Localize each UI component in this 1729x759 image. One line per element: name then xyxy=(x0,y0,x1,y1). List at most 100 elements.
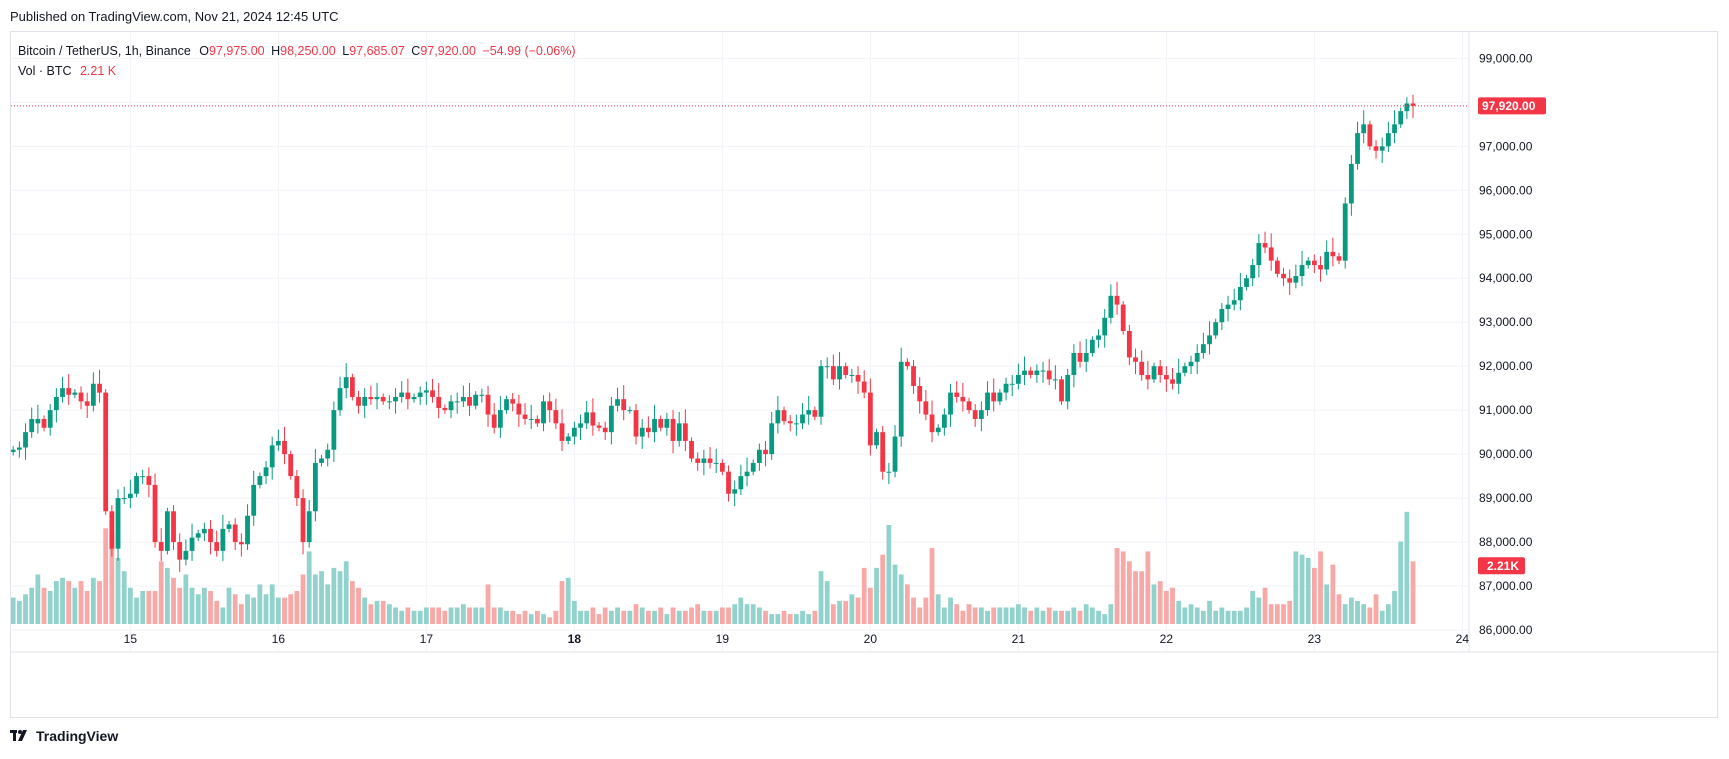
y-tick-label: 94,000.00 xyxy=(1479,271,1533,285)
x-tick-label: 20 xyxy=(864,632,878,646)
candle-body xyxy=(497,410,503,428)
candle-body xyxy=(1009,383,1015,385)
volume-bar xyxy=(954,604,960,624)
candle-body xyxy=(547,401,553,411)
y-tick-label: 87,000.00 xyxy=(1479,579,1533,593)
volume-bar xyxy=(775,614,781,624)
candle-body xyxy=(1028,370,1034,375)
volume-bar xyxy=(312,574,318,624)
volume-bar xyxy=(602,607,608,624)
volume-bar xyxy=(368,604,374,624)
candle-body xyxy=(1200,344,1206,353)
volume-bar xyxy=(1009,607,1015,624)
volume-bar xyxy=(1157,581,1163,624)
y-tick-label: 99,000.00 xyxy=(1479,51,1533,65)
x-tick-label: 24 xyxy=(1456,632,1470,646)
footer-brand[interactable]: TradingView xyxy=(10,728,118,744)
y-tick-label: 96,000.00 xyxy=(1479,183,1533,197)
candle-body xyxy=(775,410,781,424)
chart-frame[interactable]: 86,000.00 87,000.00 88,000.00 89,000.00 90,0… xyxy=(10,31,1719,719)
volume-bar xyxy=(72,587,78,624)
volume-bar xyxy=(960,610,966,624)
candle-body xyxy=(1040,370,1046,372)
volume-bar xyxy=(1065,610,1071,624)
y-tick-label: 90,000.00 xyxy=(1479,447,1533,461)
candle-body xyxy=(1071,352,1077,375)
candle-body xyxy=(750,462,756,472)
volume-bar xyxy=(460,604,466,624)
candle-body xyxy=(806,410,812,415)
candle-body xyxy=(257,476,263,485)
volume-bar xyxy=(645,610,651,624)
symbol-title[interactable]: Bitcoin / TetherUS, 1h, Binance xyxy=(18,44,191,58)
candle-body xyxy=(90,383,96,406)
volume-bar xyxy=(732,604,738,624)
candle-body xyxy=(35,418,41,424)
candle-body xyxy=(1392,124,1397,134)
volume-bar xyxy=(41,587,47,624)
volume-bar xyxy=(405,607,411,624)
candle-body xyxy=(238,542,244,545)
candle-body xyxy=(436,396,442,408)
candle-body xyxy=(1244,278,1249,288)
volume-bar xyxy=(578,610,583,624)
candle-body xyxy=(349,377,355,397)
candle-body xyxy=(1052,379,1058,381)
volume-bar xyxy=(1287,600,1293,624)
volume-bar xyxy=(1207,600,1212,624)
volume-label[interactable]: Vol · BTC xyxy=(18,64,72,78)
open-label: O xyxy=(199,44,210,58)
candle-body xyxy=(1022,370,1027,375)
candle-body xyxy=(960,396,966,402)
candle-body xyxy=(578,423,583,428)
volume-bar xyxy=(695,604,701,624)
candle-body xyxy=(164,511,170,551)
chart-legend: Bitcoin / TetherUS, 1h, Binance O97,975.… xyxy=(18,41,576,81)
candle-body xyxy=(1305,260,1311,266)
last-volume-label-text: 2.21K xyxy=(1487,559,1519,573)
volume-bar xyxy=(596,614,602,624)
candle-body xyxy=(1096,335,1101,340)
volume-bar xyxy=(522,610,528,624)
candle-body xyxy=(1157,366,1163,375)
volume-bar xyxy=(707,610,713,624)
volume-bar xyxy=(627,610,633,624)
volume-bar xyxy=(282,597,287,624)
volume-bar xyxy=(1324,584,1330,624)
candle-body xyxy=(818,366,824,417)
volume-bar xyxy=(855,597,861,624)
candle-body xyxy=(11,449,16,452)
candle-body xyxy=(701,458,707,463)
volume-bar xyxy=(713,610,719,624)
volume-bar xyxy=(1293,551,1299,624)
volume-bar xyxy=(201,587,207,624)
volume-bar xyxy=(676,610,682,624)
volume-bar xyxy=(1126,561,1132,624)
chart-plot[interactable]: 86,000.00 87,000.00 88,000.00 89,000.00 90,0… xyxy=(11,32,1719,719)
candle-body xyxy=(565,436,571,441)
candle-body xyxy=(183,550,189,560)
candle-body xyxy=(985,392,990,411)
volume-bar xyxy=(1404,511,1410,624)
volume-bar xyxy=(1318,551,1323,624)
candle-body xyxy=(362,396,368,406)
candle-body xyxy=(726,471,731,494)
candle-body xyxy=(460,396,466,402)
volume-bar xyxy=(343,561,349,624)
volume-bar xyxy=(763,610,768,624)
volume-bar xyxy=(257,584,263,624)
candle-body xyxy=(220,528,226,551)
x-axis-ticks: 15 16 17 18 19 20 21 22 23 24 xyxy=(124,632,1470,646)
candle-body xyxy=(652,418,657,433)
candle-body xyxy=(1274,260,1280,274)
y-tick-label: 93,000.00 xyxy=(1479,315,1533,329)
candle-body xyxy=(115,498,121,549)
candle-body xyxy=(1145,374,1151,380)
volume-bar xyxy=(238,604,244,624)
volume-bar xyxy=(189,587,195,624)
last-price-label: 97,920.00 xyxy=(1478,97,1546,115)
volume-bar xyxy=(559,581,565,624)
volume-bar xyxy=(109,531,115,624)
candle-body xyxy=(306,511,312,543)
volume-bar xyxy=(103,528,109,624)
